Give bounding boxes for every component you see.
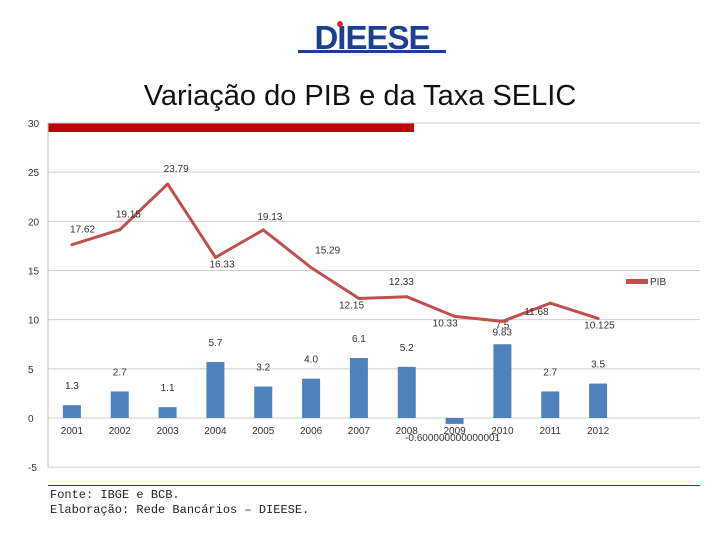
pib-value-label: 6.1 [352,334,366,345]
pib-value-label: -0.600000000000001 [405,433,501,444]
pib-value-label: 5.2 [400,343,414,354]
x-tick-label: 2012 [587,426,610,437]
pib-bars: 1.3 2.7 1.1 5.7 3.2 4.0 6.1 5.2 -0.6000000000000… [62,320,608,444]
x-axis-labels: 2001 2002 2003 2004 2005 2006 2007 2008 2009 2010… [61,426,610,437]
x-tick-label: 2008 [396,426,419,437]
pib-value-label: 4.0 [304,355,318,366]
selic-value-label: 23.79 [164,164,189,175]
pib-bar-2011 [541,391,560,418]
legend-swatch [626,279,648,284]
credit-text: Elaboração: Rede Bancários – DIEESE. [50,503,310,517]
selic-point [548,301,552,305]
selic-point [70,243,74,247]
pib-value-label: 2.7 [113,367,127,378]
y-tick-label: -5 [28,463,37,474]
selic-point [501,319,504,323]
selic-value-label: 11.68 [524,307,549,318]
y-tick-label: 20 [28,217,40,228]
legend-label: PIB [650,277,666,288]
y-tick-label: 15 [28,267,40,278]
footer-divider [48,485,700,486]
x-tick-label: 2003 [156,426,179,437]
pib-value-label: 2.7 [543,367,557,378]
selic-point [453,314,457,318]
y-tick-label: 30 [28,119,40,130]
title-accent-bar [48,123,414,132]
x-tick-label: 2004 [204,426,227,437]
selic-point [309,266,313,270]
y-axis: -5 0 5 10 15 20 25 30 [28,119,49,474]
selic-point [405,295,409,299]
x-tick-label: 2007 [348,426,371,437]
y-tick-label: 25 [28,168,40,179]
pib-value-label: 5.7 [208,338,222,349]
selic-value-label: 12.15 [339,301,364,312]
pib-bar-2002 [110,391,129,418]
pib-bar-2005 [254,386,273,418]
pib-value-label: 3.2 [256,363,270,374]
selic-line: 17.62 19.15 23.79 16.33 19.13 15.29 12.15 12.33… [70,164,615,338]
selic-point [118,228,122,232]
chart-title: Variação do PIB e da Taxa SELIC [143,80,577,112]
pib-bar-2012 [589,383,608,418]
selic-value-label: 19.15 [116,210,141,221]
pib-bar-2006 [302,378,321,418]
pib-bar-2009 [445,418,464,424]
x-tick-label: 2002 [109,426,132,437]
selic-series-line [71,182,599,323]
pib-value-label: 7.5 [495,320,509,331]
y-tick-label: 10 [28,316,40,327]
selic-point [357,297,361,301]
pib-bar-2007 [349,358,368,418]
x-tick-label: 2010 [491,426,514,437]
pib-bar-2008 [397,366,416,418]
selic-value-label: 19.13 [257,212,282,223]
selic-value-label: 17.62 [70,225,95,236]
selic-point [166,182,170,186]
source-text: Fonte: IBGE e BCB. [50,488,180,502]
pib-value-label: 1.1 [161,383,175,394]
selic-point [214,255,217,259]
x-tick-label: 2009 [443,426,466,437]
legend: PIB [626,277,666,288]
selic-value-label: 12.33 [389,277,414,288]
selic-value-label: 10.125 [584,320,615,331]
footer-notes: Fonte: IBGE e BCB. Elaboração: Rede Banc… [50,488,309,518]
svg-text:DIEESE: DIEESE [314,19,429,54]
selic-point [261,228,265,232]
selic-value-label: 15.29 [315,246,340,257]
selic-point [596,316,600,320]
y-tick-label: 0 [28,414,34,425]
y-tick-label: 5 [28,365,34,376]
x-tick-label: 2011 [539,426,561,437]
pib-bar-2001 [62,405,81,418]
x-tick-label: 2006 [300,426,323,437]
pib-bar-2003 [158,407,177,418]
pib-value-label: 1.3 [65,381,79,392]
pib-bar-2004 [206,361,225,418]
selic-value-label: 9.83 [493,327,513,338]
pib-bar-2010 [493,344,512,418]
x-tick-label: 2005 [252,426,275,437]
selic-value-label: 16.33 [210,259,235,270]
selic-value-label: 10.33 [433,318,458,329]
x-tick-label: 2001 [61,426,84,437]
dieese-logo: DIEESE [298,19,446,54]
pib-value-label: 3.5 [591,360,605,371]
